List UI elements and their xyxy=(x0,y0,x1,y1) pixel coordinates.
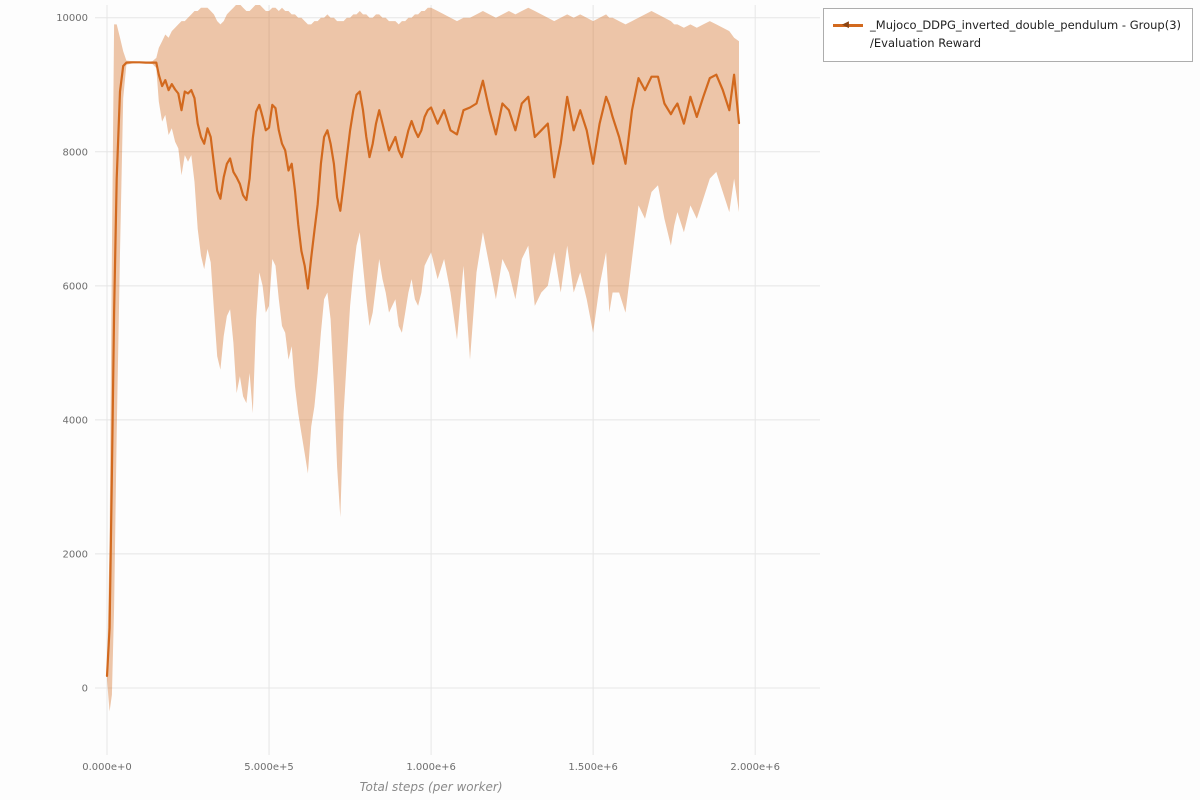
legend-entry[interactable]: ◀ _Mujoco_DDPG_inverted_double_pendulum … xyxy=(833,16,1181,34)
confidence-band xyxy=(107,5,739,712)
legend-triangle-marker-icon: ◀ xyxy=(842,19,849,30)
y-tick-label: 0 xyxy=(82,683,88,694)
x-axis-title: Total steps (per worker) xyxy=(360,780,503,794)
y-tick-label: 10000 xyxy=(56,13,88,24)
y-tick-label: 8000 xyxy=(63,147,88,158)
x-tick-label: 1.500e+6 xyxy=(568,762,618,773)
y-tick-label: 4000 xyxy=(63,415,88,426)
legend-series-label: _Mujoco_DDPG_inverted_double_pendulum - … xyxy=(870,18,1181,32)
x-tick-label: 5.000e+5 xyxy=(244,762,294,773)
legend-line-swatch: ◀ xyxy=(833,19,864,32)
legend-line xyxy=(833,23,864,27)
legend-metric-label: /Evaluation Reward xyxy=(870,36,982,51)
legend-box[interactable]: ◀ _Mujoco_DDPG_inverted_double_pendulum … xyxy=(823,8,1193,62)
y-tick-label: 6000 xyxy=(63,281,88,292)
x-tick-label: 0.000e+0 xyxy=(82,762,132,773)
x-tick-label: 2.000e+6 xyxy=(730,762,780,773)
x-tick-label: 1.000e+6 xyxy=(406,762,456,773)
y-tick-label: 2000 xyxy=(63,549,88,560)
grid xyxy=(95,5,820,755)
mean-line xyxy=(105,61,741,677)
